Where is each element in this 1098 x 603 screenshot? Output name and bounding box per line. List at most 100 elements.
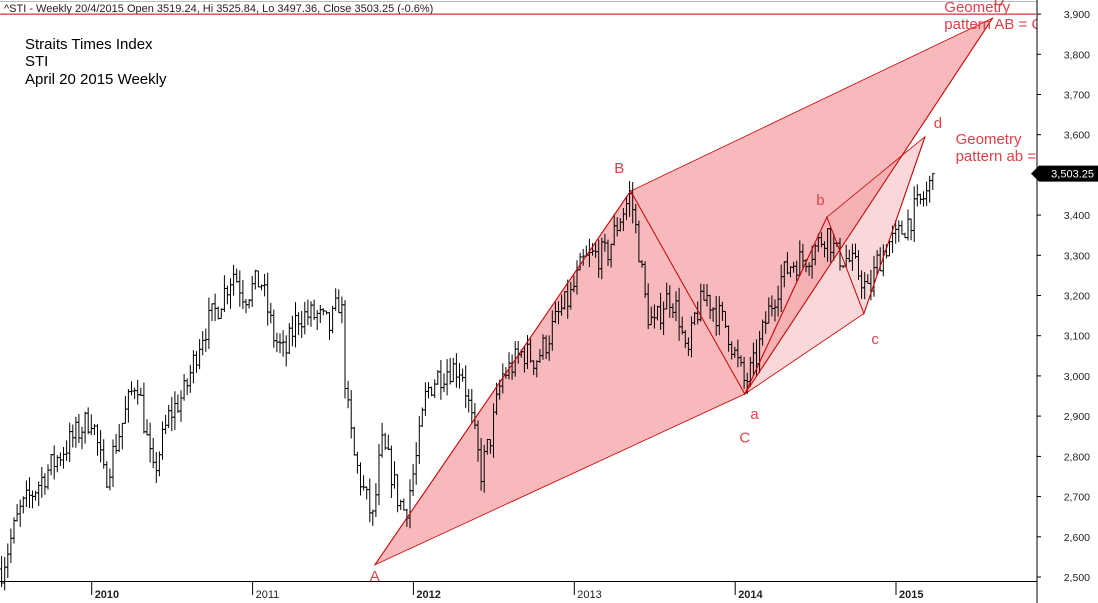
candle bbox=[383, 432, 388, 450]
candle bbox=[67, 422, 72, 462]
candle bbox=[179, 390, 183, 422]
candle bbox=[126, 389, 131, 423]
y-tick-label: 3,600 bbox=[1064, 130, 1090, 142]
last-price-label: 3,503.25 bbox=[1051, 169, 1094, 181]
note-symbol: STI bbox=[25, 53, 48, 70]
note-date: April 20 2015 Weekly bbox=[25, 71, 167, 88]
candle bbox=[154, 452, 159, 483]
candle bbox=[175, 394, 180, 413]
candle bbox=[0, 556, 4, 588]
candle bbox=[151, 437, 156, 469]
candle bbox=[346, 380, 351, 409]
x-tick-label: 2014 bbox=[738, 589, 763, 601]
candle bbox=[15, 504, 20, 522]
candle bbox=[2, 557, 7, 591]
candle bbox=[924, 181, 929, 206]
candle bbox=[83, 411, 88, 444]
y-tick-label: 2,500 bbox=[1064, 572, 1090, 584]
candle bbox=[244, 298, 248, 314]
candle bbox=[253, 269, 258, 290]
x-tick-label: 2015 bbox=[899, 589, 923, 601]
y-tick-label: 3,400 bbox=[1064, 210, 1090, 222]
y-tick-label: 3,800 bbox=[1064, 49, 1090, 61]
candle bbox=[327, 312, 332, 341]
candle bbox=[355, 451, 360, 474]
candle bbox=[361, 475, 366, 491]
candle bbox=[213, 293, 218, 322]
candle bbox=[200, 331, 205, 356]
candle bbox=[210, 303, 214, 322]
candle bbox=[8, 528, 13, 563]
candle bbox=[451, 357, 456, 383]
candle bbox=[305, 299, 310, 326]
candle bbox=[414, 442, 419, 485]
candle bbox=[107, 468, 112, 491]
candle bbox=[129, 381, 134, 396]
x-tick-label: 2013 bbox=[577, 589, 601, 601]
candle bbox=[141, 382, 146, 434]
pattern-annotation: Geometry pattern ab = cd bbox=[956, 131, 1057, 165]
note-index-name: Straits Times Index bbox=[25, 36, 153, 53]
candle bbox=[330, 305, 335, 334]
candle bbox=[909, 218, 914, 241]
candle bbox=[197, 339, 202, 370]
candle bbox=[30, 490, 35, 509]
candle bbox=[380, 422, 385, 458]
candle bbox=[420, 407, 425, 427]
candle-layer bbox=[0, 173, 935, 591]
candle bbox=[912, 186, 917, 242]
candle bbox=[367, 478, 372, 523]
candle bbox=[117, 424, 122, 453]
candle bbox=[76, 414, 81, 443]
candle bbox=[364, 486, 369, 500]
candle bbox=[61, 447, 66, 469]
candle bbox=[417, 416, 422, 465]
pattern-annotation-line: pattern AB = CD bbox=[944, 16, 1053, 33]
y-tick-label: 3,200 bbox=[1064, 291, 1090, 303]
candle bbox=[172, 391, 177, 431]
candle bbox=[163, 414, 168, 435]
candle bbox=[896, 220, 901, 243]
candle bbox=[448, 357, 453, 385]
candle bbox=[86, 407, 91, 435]
candle bbox=[395, 474, 400, 513]
candle bbox=[389, 445, 394, 498]
candle bbox=[373, 483, 378, 517]
candle bbox=[73, 416, 78, 448]
candle bbox=[336, 289, 341, 314]
candle bbox=[160, 421, 165, 460]
candle bbox=[426, 382, 431, 399]
candle bbox=[228, 278, 233, 309]
candle bbox=[39, 467, 44, 498]
candle bbox=[256, 270, 261, 288]
candle bbox=[469, 388, 474, 424]
candle bbox=[58, 452, 63, 466]
candle bbox=[49, 454, 54, 476]
y-tick-label: 2,900 bbox=[1064, 411, 1090, 423]
candle bbox=[284, 335, 289, 367]
candle bbox=[188, 364, 193, 393]
candle bbox=[182, 374, 187, 401]
candle bbox=[370, 509, 375, 526]
candle bbox=[442, 373, 446, 393]
candle bbox=[281, 330, 286, 357]
candle bbox=[135, 379, 140, 405]
candle bbox=[265, 272, 270, 326]
candle bbox=[352, 426, 357, 456]
candle bbox=[299, 311, 304, 338]
x-tick-label: 2012 bbox=[416, 589, 440, 601]
candle bbox=[271, 309, 276, 348]
candle bbox=[89, 414, 94, 436]
candle bbox=[240, 280, 245, 309]
candle bbox=[899, 220, 904, 235]
candle bbox=[123, 396, 128, 424]
candle bbox=[432, 379, 437, 398]
pattern-point-label: C bbox=[739, 429, 750, 446]
candle bbox=[435, 370, 440, 385]
candle bbox=[386, 434, 391, 451]
x-tick-label: 2010 bbox=[95, 589, 119, 601]
candle bbox=[24, 480, 29, 508]
